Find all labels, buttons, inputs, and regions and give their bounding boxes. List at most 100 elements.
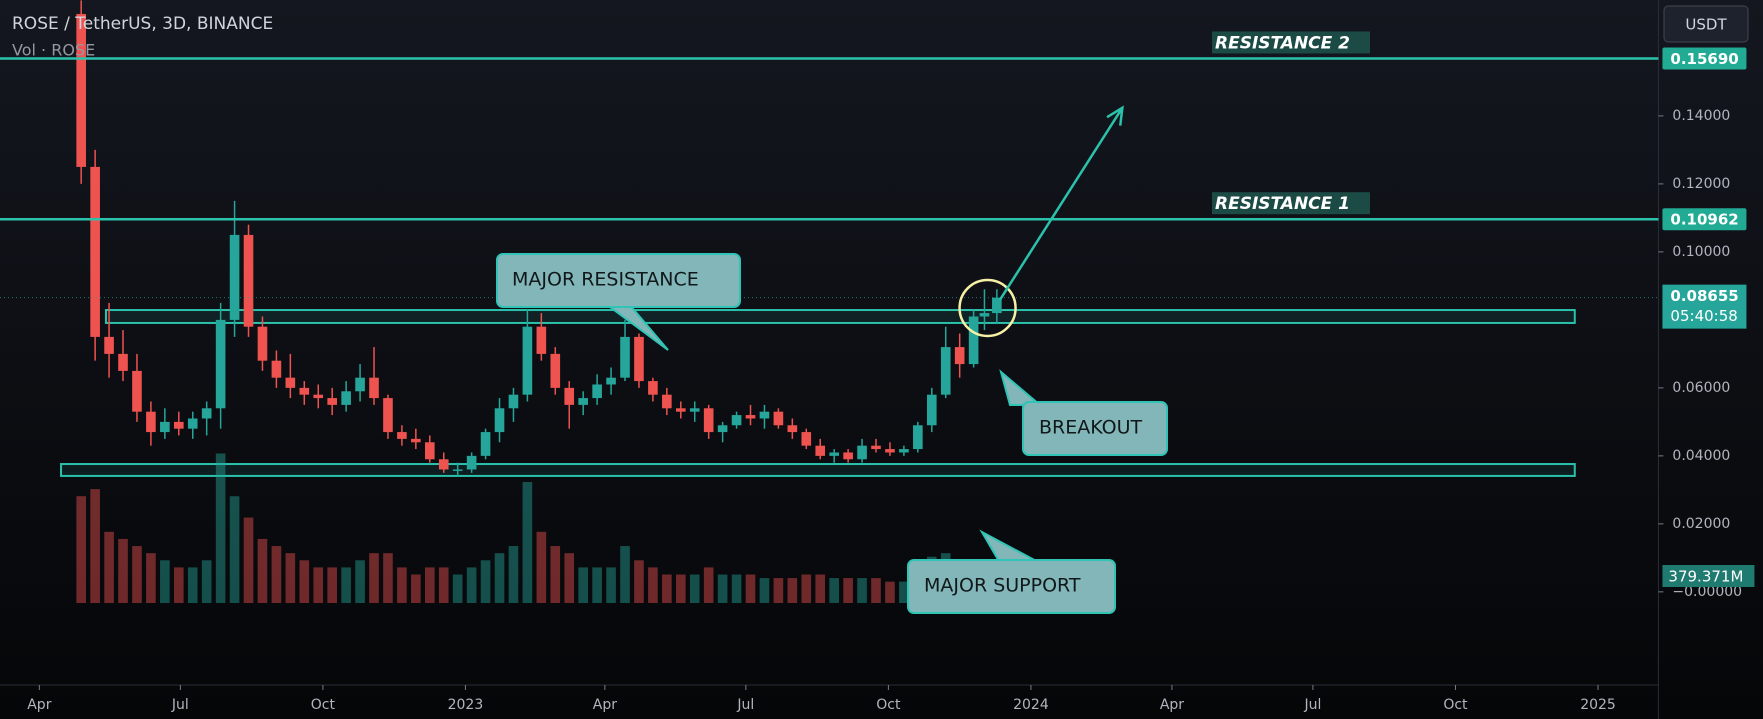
volume-bar [606, 567, 616, 603]
volume-bar [801, 574, 812, 603]
projection-arrow [998, 107, 1124, 301]
candle-body [759, 411, 770, 419]
volume-bar [257, 538, 268, 603]
candle-body [299, 387, 310, 395]
candle-body [801, 432, 812, 446]
volume-bar [285, 553, 296, 603]
candle-body [634, 336, 644, 382]
candle-body [564, 387, 575, 405]
candle-body [355, 377, 365, 392]
x-tick-label: Apr [27, 697, 51, 713]
volume-bar [424, 567, 435, 603]
candle-body [550, 353, 561, 388]
candle-body [857, 445, 867, 460]
candle-body [899, 449, 909, 453]
volume-bar [773, 578, 784, 603]
candle-body [173, 421, 184, 429]
volume-bar [118, 538, 128, 603]
candle-body [118, 353, 128, 371]
volume-bar [355, 560, 365, 603]
candle-body [968, 316, 979, 365]
candle-body [926, 394, 937, 426]
volume-bar [885, 581, 895, 603]
y-tick-label: 0.02000 [1672, 516, 1730, 532]
candle-body [745, 415, 756, 419]
y-tick-label: 0.06000 [1672, 380, 1730, 396]
currency-label[interactable]: USDT [1685, 16, 1727, 34]
volume-bar [160, 560, 170, 603]
volume-bar [132, 546, 142, 603]
callout-label: MAJOR SUPPORT [924, 575, 1081, 597]
volume-bar [759, 578, 770, 603]
volume-bar [634, 560, 644, 603]
candle-body [160, 421, 170, 433]
callout-box [496, 253, 741, 308]
volume-bar [146, 553, 156, 603]
candle-body [146, 411, 156, 433]
candle-body [606, 377, 616, 385]
y-tick-label: −0.00000 [1672, 584, 1742, 600]
volume-bar [592, 567, 602, 603]
candle-body [578, 398, 588, 405]
candle-body [662, 394, 672, 409]
candle-body [313, 394, 324, 399]
countdown-label: 05:40:58 [1670, 307, 1737, 325]
level-price-label: 0.10962 [1670, 211, 1738, 229]
volume-bar [815, 574, 826, 603]
candle-body [132, 370, 142, 412]
symbol-title: ROSE / TetherUS, 3D, BINANCE [12, 14, 273, 34]
volume-bar [173, 567, 184, 603]
x-tick-label: Jul [171, 697, 189, 713]
volume-bar [187, 567, 198, 603]
candle-body [257, 326, 268, 361]
volume-bar [341, 567, 351, 603]
volume-bar [871, 578, 881, 603]
volume-bar [857, 578, 867, 603]
x-tick-label: Apr [593, 697, 617, 713]
level-price-label: 0.15690 [1670, 50, 1738, 68]
candle-body [913, 425, 923, 450]
volume-title: Vol · ROSE [12, 41, 95, 60]
y-tick-label: 0.10000 [1672, 244, 1730, 260]
candle-body [731, 415, 742, 426]
y-tick-label: 0.12000 [1672, 176, 1730, 192]
x-tick-label: Oct [1443, 697, 1468, 713]
volume-bar [438, 567, 449, 603]
volume-bar [90, 489, 100, 603]
volume-bar [104, 531, 114, 603]
candle-body [383, 398, 393, 433]
candle-body [522, 326, 533, 395]
callout-box [1022, 401, 1168, 456]
candle-body [829, 452, 839, 456]
candle-body [592, 384, 602, 399]
candle-body [979, 313, 990, 317]
candle-body [215, 319, 226, 409]
volume-price-label: 379.371M [1668, 567, 1743, 585]
volume-bar [843, 578, 853, 603]
volume-bar [675, 574, 686, 603]
volume-bar [480, 560, 491, 603]
candle-body [871, 445, 881, 450]
candle-body [717, 425, 728, 433]
level-price-box [1662, 208, 1747, 231]
volume-bar [76, 496, 86, 603]
volume-bar [787, 578, 798, 603]
candle-body [954, 347, 965, 365]
candle-body [411, 438, 421, 443]
currency-button[interactable] [1663, 5, 1749, 43]
volume-bar [731, 574, 742, 603]
candle-body [494, 408, 505, 433]
candle-body [76, 13, 86, 167]
candle-body [424, 442, 435, 460]
volume-bar [452, 574, 463, 603]
candle-body [787, 425, 798, 433]
candle-body [940, 347, 951, 395]
candle-body [466, 455, 477, 470]
level-tag [1212, 192, 1370, 215]
last-price-label: 0.08655 [1670, 287, 1738, 305]
x-tick-label: Jul [1303, 697, 1321, 713]
volume-bar [411, 574, 421, 603]
x-tick-label: 2024 [1013, 697, 1049, 713]
callout-label: MAJOR RESISTANCE [512, 269, 699, 291]
